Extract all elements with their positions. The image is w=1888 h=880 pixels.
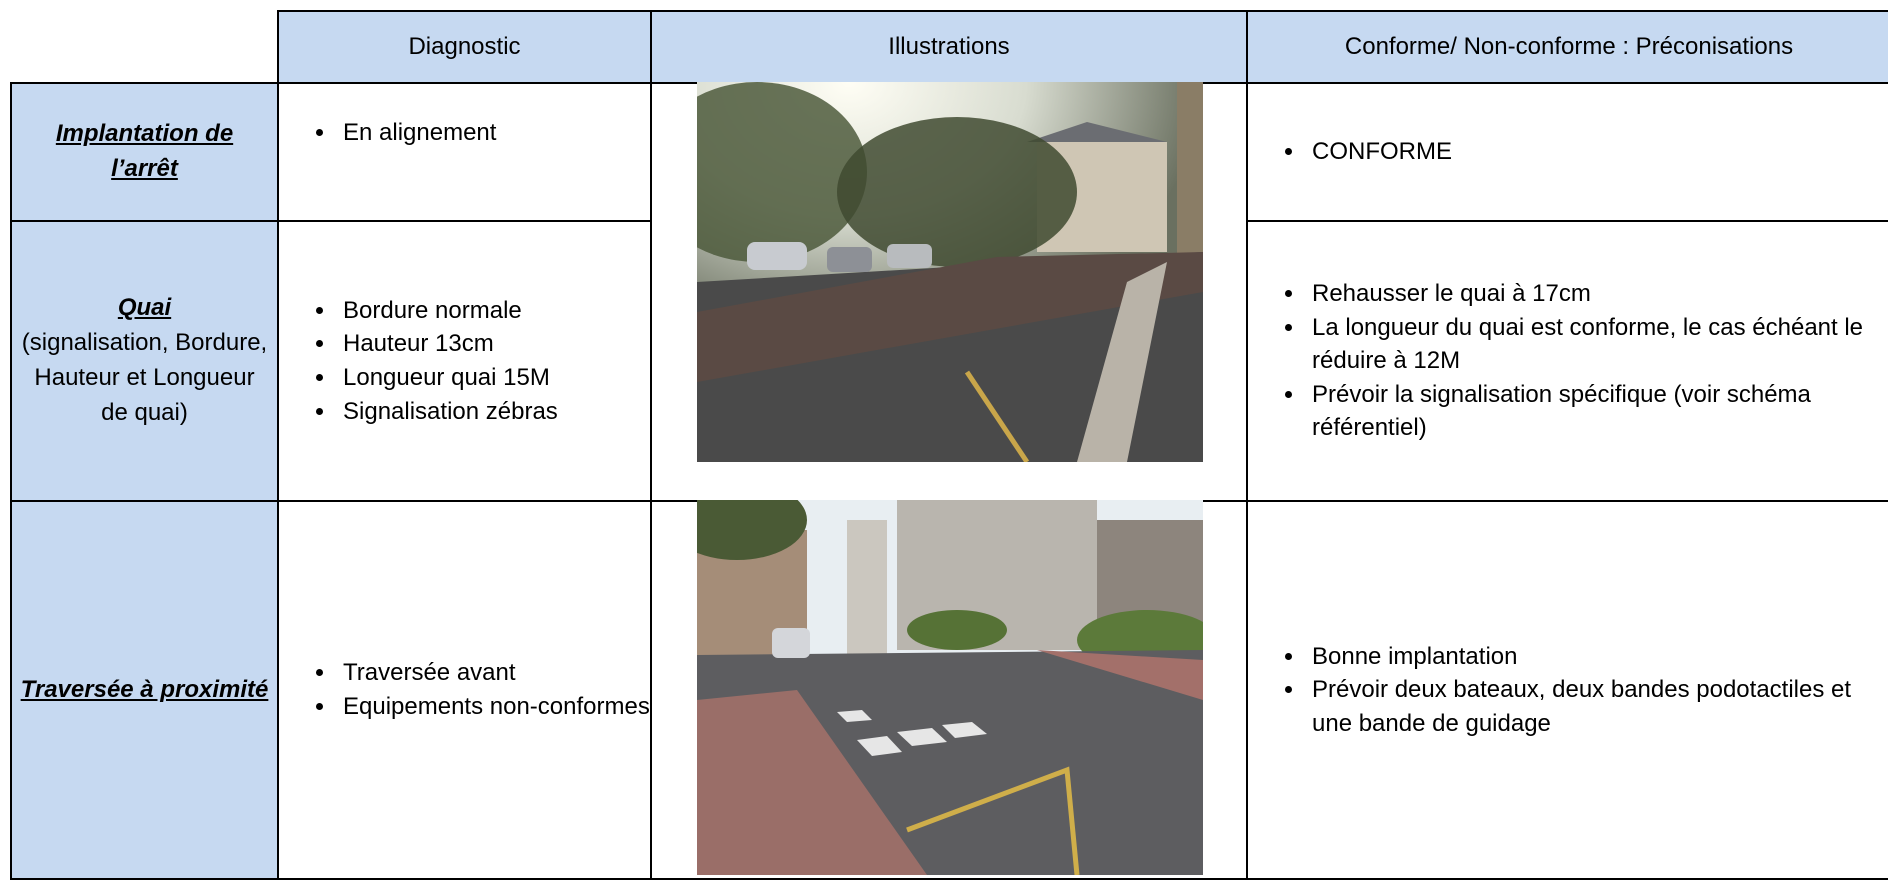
diagnostic-item: Traversée avant: [337, 656, 650, 690]
photo-bus-stop: [697, 82, 1203, 462]
diagnostic-item: Bordure normale: [337, 294, 650, 328]
diagnostic-list: En alignement: [279, 116, 650, 150]
header-cell: Diagnostic: [277, 10, 652, 84]
row-title: Implantation de l’arrêt: [55, 120, 234, 182]
header-text: Diagnostic: [408, 33, 521, 60]
recommendation-item: CONFORME: [1306, 135, 1870, 169]
diagnostic-item: Equipements non-conformes: [337, 690, 650, 724]
recommendation-list: Bonne implantationPrévoir deux bateaux, …: [1248, 640, 1870, 741]
recommendation-item: Prévoir deux bateaux, deux bandes podota…: [1306, 673, 1870, 740]
header-cell: Conforme/ Non-conforme : Préconisations: [1246, 10, 1888, 84]
diagnostic-list: Traversée avantEquipements non-conformes: [279, 656, 650, 723]
diagnostic-cell: Traversée avantEquipements non-conformes: [277, 500, 652, 880]
row-note: (signalisation, Bordure, Hauteur et Long…: [21, 329, 268, 426]
header-text: Illustrations: [888, 33, 1010, 60]
diagnostic-list: Bordure normaleHauteur 13cmLongueur quai…: [279, 294, 650, 428]
recommendation-cell: Bonne implantationPrévoir deux bateaux, …: [1246, 500, 1888, 880]
photo-crossing: [697, 500, 1203, 875]
recommendation-item: Prévoir la signalisation spécifique (voi…: [1306, 378, 1870, 445]
header-cell: Illustrations: [650, 10, 1248, 84]
diagnostic-item: Hauteur 13cm: [337, 327, 650, 361]
diagnostic-item: Signalisation zébras: [337, 395, 650, 429]
diagnostic-item: En alignement: [337, 116, 650, 150]
row-title: Traversée à proximité: [20, 675, 269, 703]
header-text: Conforme/ Non-conforme : Préconisations: [1344, 33, 1794, 60]
row-label: Implantation de l’arrêt: [10, 82, 279, 222]
recommendation-item: Bonne implantation: [1306, 640, 1870, 674]
recommendation-cell: Rehausser le quai à 17cmLa longueur du q…: [1246, 220, 1888, 502]
recommendation-cell: CONFORME: [1246, 82, 1888, 222]
row-label: Quai (signalisation, Bordure, Hauteur et …: [10, 220, 279, 502]
recommendation-item: La longueur du quai est conforme, le cas…: [1306, 311, 1870, 378]
row-label: Traversée à proximité: [10, 500, 279, 880]
diagnostic-cell: Bordure normaleHauteur 13cmLongueur quai…: [277, 220, 652, 502]
recommendation-list: Rehausser le quai à 17cmLa longueur du q…: [1248, 277, 1870, 445]
row-title: Quai: [117, 294, 172, 322]
diagnostic-cell: En alignement: [277, 82, 652, 222]
recommendation-list: CONFORME: [1248, 135, 1870, 169]
recommendation-item: Rehausser le quai à 17cm: [1306, 277, 1870, 311]
diagnostic-item: Longueur quai 15M: [337, 361, 650, 395]
